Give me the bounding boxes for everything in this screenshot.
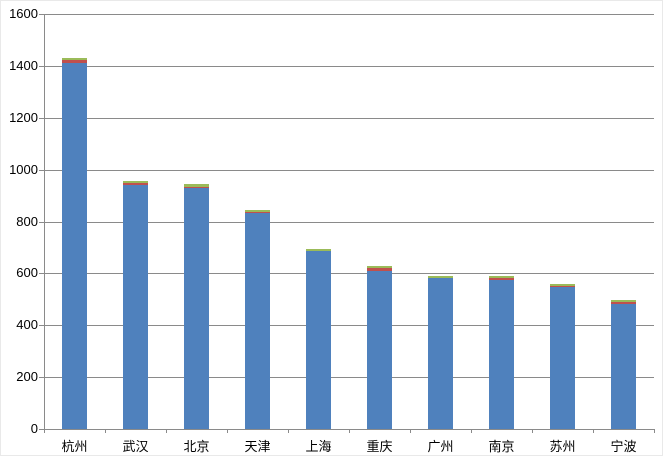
gridline [44,377,654,379]
x-axis-label: 天津 [244,439,271,454]
x-axis-tick [166,429,167,433]
bar [428,275,453,429]
bar [184,184,209,429]
bar-segment [184,188,209,429]
y-axis-tick [39,377,44,379]
x-axis-tick [593,429,594,433]
gridline [44,169,654,171]
y-axis-tick [39,429,44,430]
x-axis-tick [410,429,411,433]
gridline [44,325,654,327]
bar-segment [123,183,148,186]
bar-segment [306,251,331,429]
bar-segment [123,181,148,184]
y-axis-label: 1400 [9,57,38,73]
x-axis-label: 广州 [427,439,454,454]
x-axis-label: 宁波 [610,439,637,454]
bar-segment [489,279,514,429]
y-axis-tick [39,325,44,327]
x-axis-label: 苏州 [549,439,576,454]
x-axis-label: 上海 [305,439,332,454]
y-axis-tick [39,14,44,15]
bar [245,210,270,429]
x-axis-tick [288,429,289,433]
y-axis-tick [39,169,44,171]
x-axis-tick [532,429,533,433]
y-axis-tick [39,221,44,223]
bar-segment [123,185,148,429]
bar-segment [306,248,331,251]
y-axis-label: 1600 [9,6,38,21]
bar [550,283,575,429]
x-axis-tick [227,429,228,433]
y-axis-tick [39,273,44,275]
bar-segment [489,275,514,278]
bar-segment [550,285,575,288]
bar [306,248,331,429]
plot-area [44,14,654,429]
bar [489,275,514,429]
bar-segment [428,278,453,429]
x-axis-tick [349,429,350,433]
bar-segment [428,277,453,279]
bar-segment [184,184,209,187]
x-axis-label: 重庆 [366,439,393,454]
bar-segment [245,212,270,213]
bar-segment [62,62,87,429]
gridline [44,273,654,275]
gridline [44,65,654,67]
bar-segment [489,277,514,280]
bar-segment [428,275,453,278]
y-axis-label: 1200 [9,109,38,125]
bar-segment [245,212,270,429]
bar-segment [611,302,636,304]
x-axis-label: 杭州 [61,439,88,454]
y-axis-label: 400 [16,317,38,333]
bar-segment [62,57,87,61]
bar-segment [184,186,209,189]
bar-segment [245,210,270,213]
x-axis-label: 北京 [183,439,210,454]
y-axis-label: 200 [16,369,38,385]
x-axis-tick [654,429,655,433]
bar-segment [611,300,636,303]
bar-segment [367,270,392,429]
bar [367,266,392,429]
y-axis-label: 1000 [9,161,38,177]
x-axis-tick [44,429,45,433]
bar [611,300,636,429]
gridline [44,117,654,119]
bar-segment [62,60,87,63]
x-axis-label: 武汉 [122,439,149,454]
gridline [44,221,654,223]
x-axis-tick [105,429,106,433]
gridline [44,14,654,15]
bar-segment [367,266,392,268]
bar [62,57,87,429]
x-axis-tick [471,429,472,433]
bar [123,181,148,429]
y-axis-tick [39,117,44,119]
y-axis-label: 600 [16,265,38,281]
y-axis-tick [39,65,44,67]
y-axis-label: 0 [30,421,38,436]
bar-segment [611,303,636,429]
y-axis-label: 800 [16,213,38,229]
bar-segment [550,283,575,286]
bar-segment [367,267,392,271]
bar-segment [306,250,331,252]
y-axis-line [44,14,45,429]
x-axis-label: 南京 [488,439,515,454]
bar-segment [550,287,575,429]
